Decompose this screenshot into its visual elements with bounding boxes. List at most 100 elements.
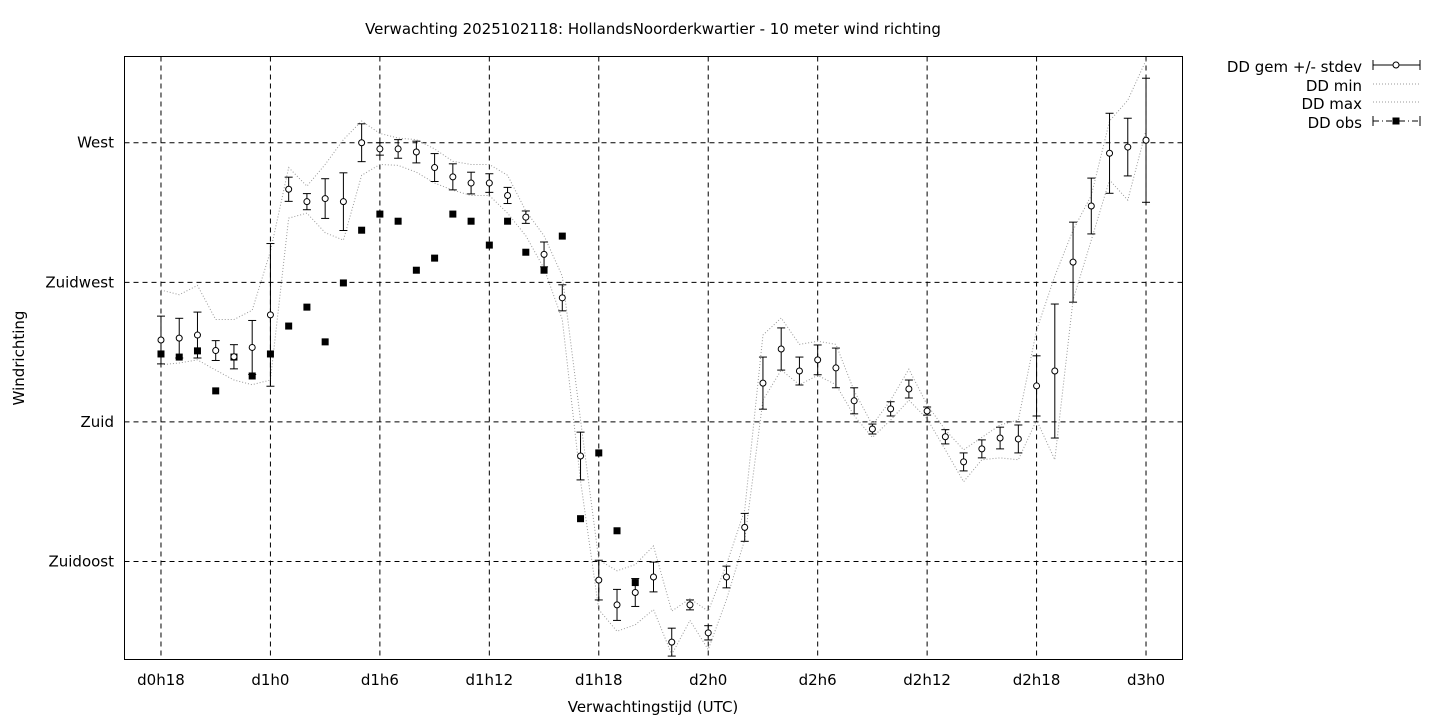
x-axis-label: Verwachtingstijd (UTC)	[568, 698, 739, 716]
obs-point	[248, 372, 256, 380]
series-line-dd-min	[160, 130, 1147, 656]
y-tick-label: Zuidoost	[48, 552, 114, 570]
mean-point	[212, 347, 220, 355]
x-axis-ticks: d0h18 d1h0 d1h6 d1h12 d1h18 d2h0 d2h6 d2h12 d2h1…	[137, 671, 1165, 689]
mean-point	[631, 589, 639, 596]
obs-point	[431, 254, 439, 262]
legend: DD gem +/- stdev DD min DD max DD obs	[1227, 58, 1421, 132]
mean-point	[960, 458, 968, 466]
mean-errorbar	[1123, 117, 1132, 177]
mean-errorbar	[704, 625, 713, 641]
mean-point	[613, 601, 621, 609]
mean-point	[777, 345, 785, 353]
mean-point	[686, 601, 694, 609]
mean-point	[795, 367, 803, 375]
mean-point	[887, 405, 895, 413]
obs-point	[358, 226, 366, 234]
mean-point	[722, 573, 730, 581]
mean-errorbar	[302, 193, 311, 211]
mean-point	[376, 145, 384, 153]
plot-frame	[124, 56, 1183, 660]
mean-errorbar	[1014, 424, 1023, 454]
mean-point	[1069, 258, 1077, 266]
legend-swatch-obs	[1372, 116, 1421, 126]
mean-errorbar	[339, 172, 348, 232]
mean-point	[1106, 149, 1114, 157]
mean-errorbar	[558, 284, 567, 312]
mean-point	[321, 195, 329, 203]
mean-errorbar	[850, 387, 859, 415]
mean-errorbar	[266, 243, 275, 387]
mean-errorbar	[594, 559, 603, 601]
mean-errorbar	[941, 429, 950, 445]
series-line-dd-max	[160, 60, 1147, 612]
obs-point	[376, 210, 384, 218]
legend-swatch-mean	[1372, 60, 1421, 70]
mean-point	[193, 331, 201, 339]
mean-point	[431, 164, 439, 172]
mean-errorbar	[722, 565, 731, 589]
mean-point	[266, 311, 274, 319]
mean-errorbar	[795, 356, 804, 386]
mean-errorbar	[503, 186, 512, 205]
mean-point	[412, 148, 420, 156]
mean-point	[668, 638, 676, 646]
mean-errorbar	[959, 452, 968, 472]
y-axis-ticks: Zuidoost Zuid Zuidwest West	[45, 134, 114, 571]
mean-errorbar	[211, 340, 220, 361]
mean-point	[868, 425, 876, 433]
x-tick-label: d2h12	[903, 671, 951, 689]
mean-errorbar	[576, 431, 585, 481]
mean-errorbar	[740, 512, 749, 542]
mean-errorbar	[430, 153, 439, 183]
mean-errorbar	[467, 171, 476, 195]
mean-errorbar	[175, 317, 184, 359]
mean-errorbar	[667, 627, 676, 657]
obs-point	[339, 279, 347, 287]
mean-point	[1014, 435, 1022, 443]
y-tick-label: Zuidwest	[45, 273, 114, 291]
mean-errorbar	[540, 241, 549, 268]
chart-title: Verwachting 2025102118: HollandsNoorderk…	[365, 20, 941, 38]
mean-point	[504, 191, 512, 199]
mean-errorbar	[485, 173, 494, 193]
mean-point	[814, 356, 822, 364]
mean-point	[230, 353, 238, 361]
mean-point	[339, 198, 347, 206]
mean-errorbar	[412, 140, 421, 164]
mean-point	[394, 145, 402, 153]
obs-point	[285, 322, 293, 330]
obs-point	[504, 217, 512, 225]
obs-point	[613, 527, 621, 535]
mean-point	[905, 385, 913, 393]
mean-point	[485, 179, 493, 187]
legend-label-max: DD max	[1301, 95, 1362, 113]
mean-errorbar	[649, 561, 658, 593]
mean-errorbar	[156, 315, 165, 365]
mean-point	[248, 343, 256, 351]
mean-point	[850, 397, 858, 405]
obs-point	[212, 387, 220, 395]
obs-point	[577, 515, 585, 523]
mean-errorbar	[904, 379, 913, 399]
mean-point	[540, 250, 548, 258]
x-tick-label: d2h0	[689, 671, 727, 689]
y-tick-label: West	[77, 134, 114, 152]
mean-point	[467, 179, 475, 187]
x-tick-label: d1h0	[251, 671, 289, 689]
obs-point	[321, 338, 329, 346]
mean-point	[1142, 136, 1150, 144]
mean-point	[996, 434, 1004, 442]
mean-errorbar	[1087, 177, 1096, 235]
mean-errorbar	[193, 311, 202, 359]
mean-errorbar	[631, 578, 640, 607]
mean-point	[1124, 143, 1132, 151]
mean-errorbar	[1050, 303, 1059, 439]
mean-point	[157, 336, 165, 344]
mean-point	[595, 576, 603, 584]
obs-point	[449, 210, 457, 218]
x-tick-label: d1h6	[361, 671, 399, 689]
mean-errorbar	[1069, 221, 1078, 303]
mean-errorbar	[831, 347, 840, 389]
